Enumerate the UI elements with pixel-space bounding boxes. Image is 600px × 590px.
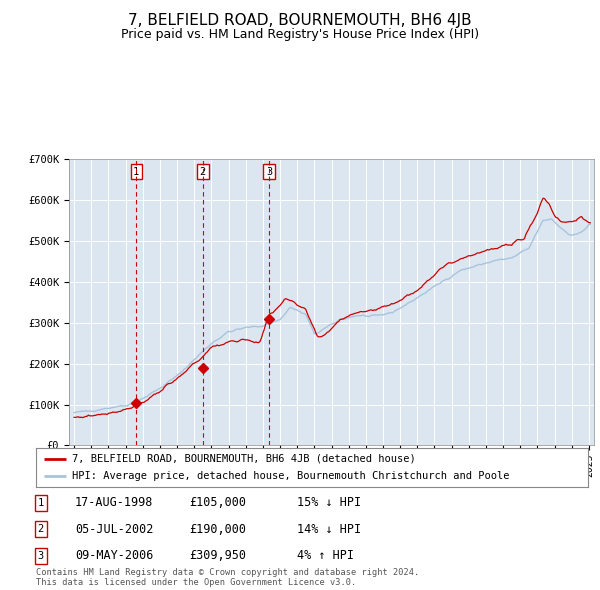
Text: 1: 1 <box>38 498 44 507</box>
Text: 2: 2 <box>38 525 44 534</box>
Text: 1: 1 <box>133 166 139 176</box>
Text: 15% ↓ HPI: 15% ↓ HPI <box>297 496 361 509</box>
Text: 3: 3 <box>38 551 44 560</box>
Text: £105,000: £105,000 <box>189 496 246 509</box>
Text: Price paid vs. HM Land Registry's House Price Index (HPI): Price paid vs. HM Land Registry's House … <box>121 28 479 41</box>
Text: 3: 3 <box>266 166 272 176</box>
Text: Contains HM Land Registry data © Crown copyright and database right 2024.
This d: Contains HM Land Registry data © Crown c… <box>36 568 419 587</box>
Text: 7, BELFIELD ROAD, BOURNEMOUTH, BH6 4JB: 7, BELFIELD ROAD, BOURNEMOUTH, BH6 4JB <box>128 13 472 28</box>
Text: 2: 2 <box>200 166 206 176</box>
Text: 4% ↑ HPI: 4% ↑ HPI <box>297 549 354 562</box>
Text: 14% ↓ HPI: 14% ↓ HPI <box>297 523 361 536</box>
Text: HPI: Average price, detached house, Bournemouth Christchurch and Poole: HPI: Average price, detached house, Bour… <box>72 471 509 481</box>
Text: 09-MAY-2006: 09-MAY-2006 <box>75 549 154 562</box>
Text: 05-JUL-2002: 05-JUL-2002 <box>75 523 154 536</box>
Text: 7, BELFIELD ROAD, BOURNEMOUTH, BH6 4JB (detached house): 7, BELFIELD ROAD, BOURNEMOUTH, BH6 4JB (… <box>72 454 416 464</box>
Text: £190,000: £190,000 <box>189 523 246 536</box>
Text: 17-AUG-1998: 17-AUG-1998 <box>75 496 154 509</box>
Text: £309,950: £309,950 <box>189 549 246 562</box>
